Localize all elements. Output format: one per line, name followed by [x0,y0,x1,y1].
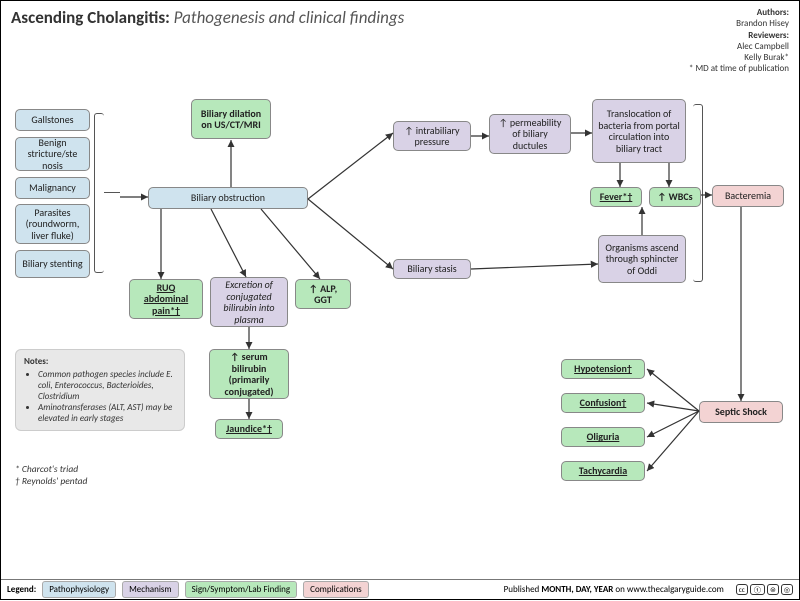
node-septic: Septic Shock [699,401,783,423]
legend-sign: Sign/Symptom/Lab Finding [185,581,298,598]
node-malignancy: Malignancy [15,177,90,199]
node-dilation: Biliary dilation on US/CT/MRI [191,99,271,139]
author-line: Brandon Hisey [689,18,789,29]
cc-license-icon: cc①⊜◎ [736,584,793,595]
reviewers-hdr: Reviewers: [689,30,789,41]
node-permeab: ↑ permeability of biliary ductules [489,114,571,154]
node-alp: ↑ ALP, GGT [295,279,351,309]
node-gallstones: Gallstones [15,109,90,131]
page-title: Ascending Cholangitis: Pathogenesis and … [11,7,404,28]
notes-hdr: Notes: [24,356,176,367]
footnote-line: † Reynolds' pentad [15,475,87,487]
node-intrabil: ↑ intrabiliary pressure [393,121,471,151]
node-obstruction: Biliary obstruction [148,187,308,209]
node-stasis: Biliary stasis [393,259,471,279]
node-oliguria: Oliguria [561,427,645,447]
footnotes: * Charcot's triad † Reynolds' pentad [15,463,87,487]
bracket-left-tail [104,192,120,193]
node-jaundice: Jaundice*† [215,419,283,439]
authors-block: Authors: Brandon Hisey Reviewers: Alec C… [689,7,789,75]
node-parasites: Parasites (roundworm, liver fluke) [15,204,90,244]
bracket-left [94,113,104,273]
node-wbcs: ↑ WBCs [649,187,701,207]
pub-date: MONTH, DAY, YEAR [541,584,613,595]
authors-hdr: Authors: [689,7,789,18]
legend-complication: Complications [303,581,369,598]
legend-bar: Legend: Pathophysiology Mechanism Sign/S… [1,579,799,599]
node-hypo: Hypotension† [561,359,645,379]
notes-box: Notes: Common pathogen species include E… [15,349,185,431]
legend-published: Published MONTH, DAY, YEAR on www.thecal… [504,584,724,595]
notes-item: Aminotransferases (ALT, AST) may be elev… [38,402,176,424]
notes-item: Common pathogen species include E. coli,… [38,369,176,402]
author-note: * MD at time of publication [689,63,789,74]
legend-pathophys: Pathophysiology [42,581,116,598]
node-organisms: Organisms ascend through sphincter of Od… [598,235,686,283]
pub-pre: Published [504,584,542,595]
node-confusion: Confusion† [561,393,645,413]
node-excretion: Excretion of conjugated bilirubin into p… [210,277,288,327]
title-italic: Pathogenesis and clinical findings [174,7,405,28]
node-fever: Fever*† [590,187,642,207]
node-transloc: Translocation of bacteria from portal ci… [592,99,686,163]
node-bacteremia: Bacteremia [712,185,784,207]
node-tachy: Tachycardia [561,461,645,481]
footnote-line: * Charcot's triad [15,463,87,475]
reviewer-line: Alec Campbell [689,41,789,52]
node-stenting: Biliary stenting [15,250,90,278]
node-benign: Benign stricture/ste nosis [15,137,90,171]
legend-label: Legend: [7,584,36,595]
pub-post: on www.thecalgaryguide.com [613,584,723,595]
reviewer-line: Kelly Burak* [689,52,789,63]
arrow-layer [1,1,800,601]
legend-mechanism: Mechanism [122,581,179,598]
node-serumbili: ↑ serum bilirubin (primarily conjugated) [209,349,289,399]
title-bold: Ascending Cholangitis: [11,7,170,28]
node-ruq: RUQ abdominal pain*† [129,279,203,319]
